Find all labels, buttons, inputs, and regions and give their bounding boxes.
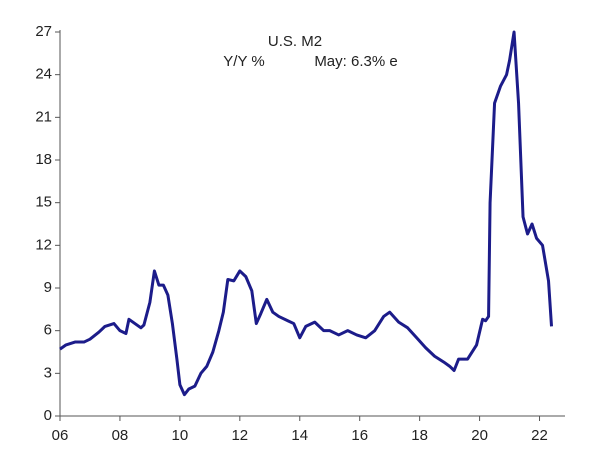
y-tick-label: 3 [44, 364, 52, 381]
y-tick-label: 18 [35, 151, 52, 168]
y-tick-label: 24 [35, 66, 52, 83]
y-tick-label: 0 [44, 407, 52, 424]
y-tick-label: 6 [44, 322, 52, 339]
x-tick-label: 14 [291, 427, 308, 444]
y-tick-label: 27 [35, 23, 52, 40]
x-tick-label: 22 [531, 427, 548, 444]
x-tick-label: 06 [52, 427, 69, 444]
x-tick-label: 12 [231, 427, 248, 444]
chart-subtitle: Y/Y % [223, 53, 264, 70]
y-tick-label: 9 [44, 279, 52, 296]
chart-title: U.S. M2 [268, 33, 322, 50]
annotation: May: 6.3% e [314, 53, 397, 70]
x-tick-label: 18 [411, 427, 428, 444]
x-tick-label: 10 [172, 427, 189, 444]
x-tick-label: 20 [471, 427, 488, 444]
y-tick-label: 12 [35, 236, 52, 253]
x-tick-label: 16 [351, 427, 368, 444]
y-tick-label: 15 [35, 194, 52, 211]
y-tick-label: 21 [35, 108, 52, 125]
data-line [59, 30, 554, 397]
x-tick-label: 08 [112, 427, 129, 444]
